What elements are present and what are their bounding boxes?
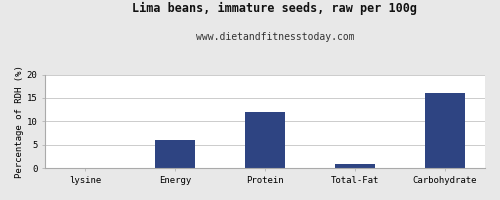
Bar	[334, 164, 375, 168]
Bar	[155, 140, 196, 168]
Bar	[245, 112, 286, 168]
Text: www.dietandfitnesstoday.com: www.dietandfitnesstoday.com	[196, 32, 354, 42]
Bar	[424, 93, 465, 168]
Text: Lima beans, immature seeds, raw per 100g: Lima beans, immature seeds, raw per 100g	[132, 2, 418, 15]
Y-axis label: Percentage of RDH (%): Percentage of RDH (%)	[15, 65, 24, 178]
